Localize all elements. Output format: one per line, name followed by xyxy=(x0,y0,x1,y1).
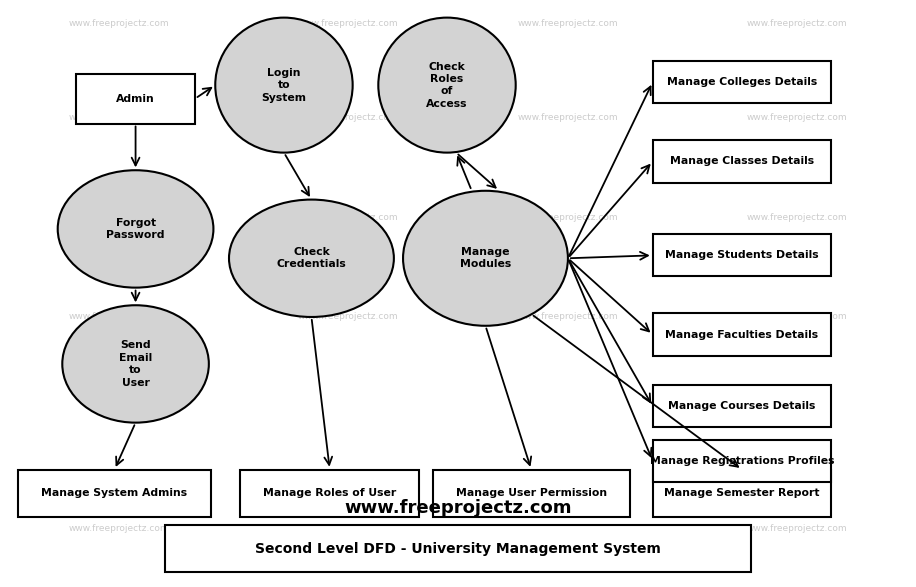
Bar xyxy=(76,73,195,124)
Text: Manage Classes Details: Manage Classes Details xyxy=(670,156,814,167)
Text: www.freeprojectz.com: www.freeprojectz.com xyxy=(344,499,572,517)
Text: www.freeprojectz.com: www.freeprojectz.com xyxy=(747,524,847,533)
Text: Manage User Permission: Manage User Permission xyxy=(456,488,606,498)
Text: www.freeprojectz.com: www.freeprojectz.com xyxy=(69,524,169,533)
Text: Manage Colleges Details: Manage Colleges Details xyxy=(667,77,817,87)
Text: Check
Roles
of
Access: Check Roles of Access xyxy=(426,62,468,109)
Text: www.freeprojectz.com: www.freeprojectz.com xyxy=(69,212,169,222)
Bar xyxy=(652,385,832,427)
Text: www.freeprojectz.com: www.freeprojectz.com xyxy=(298,212,398,222)
Text: www.freeprojectz.com: www.freeprojectz.com xyxy=(747,19,847,28)
Text: Manage Semester Report: Manage Semester Report xyxy=(664,488,820,498)
Ellipse shape xyxy=(378,18,516,153)
Bar xyxy=(18,470,211,517)
Text: Login
to
System: Login to System xyxy=(261,68,307,103)
Text: www.freeprojectz.com: www.freeprojectz.com xyxy=(298,19,398,28)
Text: www.freeprojectz.com: www.freeprojectz.com xyxy=(69,113,169,122)
Text: www.freeprojectz.com: www.freeprojectz.com xyxy=(69,312,169,322)
Text: Forgot
Password: Forgot Password xyxy=(106,218,165,240)
Text: www.freeprojectz.com: www.freeprojectz.com xyxy=(747,312,847,322)
Bar xyxy=(240,470,419,517)
Text: www.freeprojectz.com: www.freeprojectz.com xyxy=(518,113,618,122)
Text: Manage Registrations Profiles: Manage Registrations Profiles xyxy=(649,456,834,466)
Bar xyxy=(652,234,832,276)
Text: www.freeprojectz.com: www.freeprojectz.com xyxy=(518,524,618,533)
Text: Manage Courses Details: Manage Courses Details xyxy=(669,401,815,411)
Text: www.freeprojectz.com: www.freeprojectz.com xyxy=(298,524,398,533)
Text: Manage Faculties Details: Manage Faculties Details xyxy=(665,329,819,340)
Ellipse shape xyxy=(62,305,209,423)
Text: www.freeprojectz.com: www.freeprojectz.com xyxy=(747,113,847,122)
Bar xyxy=(165,525,751,572)
Text: Check
Credentials: Check Credentials xyxy=(277,247,346,269)
Ellipse shape xyxy=(403,191,568,326)
Ellipse shape xyxy=(215,18,353,153)
Text: Manage System Admins: Manage System Admins xyxy=(41,488,188,498)
Ellipse shape xyxy=(58,170,213,288)
Text: Manage Students Details: Manage Students Details xyxy=(665,250,819,261)
Bar xyxy=(652,140,832,183)
Text: Manage Roles of User: Manage Roles of User xyxy=(263,488,397,498)
Text: www.freeprojectz.com: www.freeprojectz.com xyxy=(518,212,618,222)
Bar xyxy=(652,440,832,482)
Ellipse shape xyxy=(229,200,394,317)
Bar xyxy=(652,313,832,356)
Text: Send
Email
to
User: Send Email to User xyxy=(119,340,152,387)
Bar xyxy=(432,470,630,517)
Text: www.freeprojectz.com: www.freeprojectz.com xyxy=(69,19,169,28)
Text: www.freeprojectz.com: www.freeprojectz.com xyxy=(518,19,618,28)
Bar xyxy=(652,61,832,103)
Text: www.freeprojectz.com: www.freeprojectz.com xyxy=(298,113,398,122)
Text: Manage
Modules: Manage Modules xyxy=(460,247,511,269)
Text: www.freeprojectz.com: www.freeprojectz.com xyxy=(518,312,618,322)
Text: Second Level DFD - University Management System: Second Level DFD - University Management… xyxy=(255,542,661,556)
Text: www.freeprojectz.com: www.freeprojectz.com xyxy=(298,312,398,322)
Bar xyxy=(652,470,832,517)
Text: Admin: Admin xyxy=(116,93,155,104)
Text: www.freeprojectz.com: www.freeprojectz.com xyxy=(747,212,847,222)
